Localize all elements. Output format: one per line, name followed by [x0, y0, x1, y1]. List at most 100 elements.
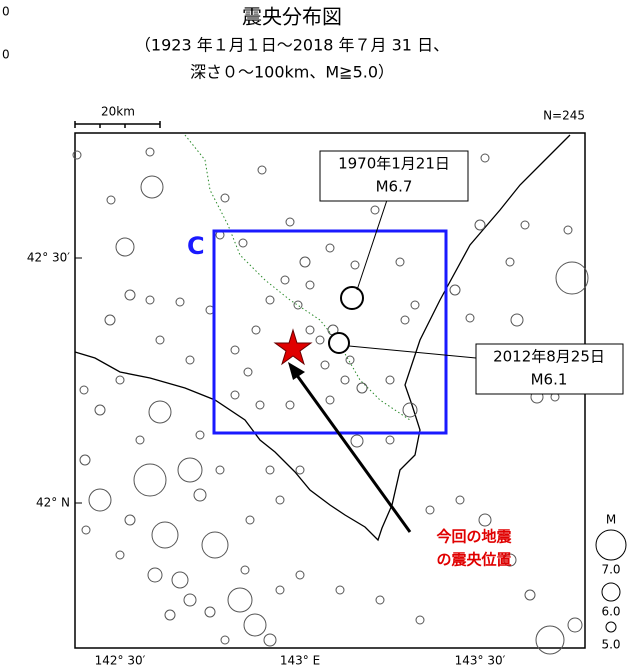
epicenter	[305, 280, 315, 290]
legend-label: 6.0	[601, 605, 620, 619]
epicenter	[220, 635, 230, 645]
epicenter	[220, 193, 230, 203]
epicenter	[555, 261, 589, 295]
epicenter	[415, 615, 425, 625]
epicenter	[104, 314, 116, 326]
epicenter	[79, 454, 91, 466]
lon-label: 143° E	[280, 654, 320, 668]
epicenter	[320, 360, 330, 370]
annotation-text: M6.7	[376, 178, 413, 196]
epicenter	[245, 515, 255, 525]
region-box	[212, 229, 448, 435]
epicenter	[133, 463, 167, 497]
epicenter	[155, 335, 165, 345]
epicenter	[201, 531, 229, 559]
epicenter	[251, 325, 261, 335]
epicenter	[171, 571, 189, 589]
legend-label: 5.0	[601, 638, 620, 652]
epicenter	[385, 375, 395, 385]
epicenter	[243, 367, 253, 377]
current-label: の震央位置	[436, 551, 511, 569]
epicenter	[350, 434, 364, 448]
epicenter	[147, 567, 163, 583]
epicenter	[425, 505, 435, 515]
epicenter	[238, 238, 248, 248]
epicenter	[230, 345, 240, 355]
epicenter	[151, 521, 179, 549]
epicenter	[503, 553, 517, 567]
epicenter	[474, 219, 486, 231]
annotation-text: 1970年1月21日	[338, 155, 450, 173]
epicenter	[164, 609, 176, 621]
epicenter	[345, 355, 355, 365]
region-label: C	[187, 232, 205, 260]
epicenter	[195, 430, 205, 440]
current-label: 今回の地震	[436, 528, 512, 546]
epicenter	[535, 625, 565, 655]
arrow-line	[294, 373, 412, 533]
epicenter	[193, 488, 207, 502]
epicenter	[257, 165, 267, 175]
epicenter	[325, 243, 335, 253]
lon-label: 142° 30′	[95, 654, 146, 668]
annotation-text: M6.1	[531, 371, 568, 389]
annotation-box	[319, 150, 469, 202]
lon-label: 143° 30′	[455, 654, 506, 668]
epicenter	[275, 585, 285, 595]
epicenter	[305, 325, 315, 335]
epicenter	[370, 205, 380, 215]
epicenter	[375, 595, 385, 605]
epicenter	[410, 300, 420, 310]
epicenter	[395, 257, 405, 267]
scale-bar	[74, 121, 161, 128]
epicenter	[140, 175, 164, 199]
leader-line	[348, 345, 477, 359]
epicenter	[520, 220, 530, 230]
epicenter	[243, 613, 267, 637]
epicenter	[356, 382, 368, 394]
epicenter	[510, 313, 524, 327]
epicenter	[285, 400, 295, 410]
legend-circle	[605, 621, 617, 633]
epicenter	[265, 295, 275, 305]
epicenter	[465, 313, 475, 323]
subtitle: 深さ０～100km、M≧5.0）	[190, 63, 394, 82]
epicenter	[185, 355, 195, 365]
cropped-label: 0	[2, 5, 10, 19]
epicenter	[115, 237, 135, 257]
epicenter	[280, 275, 290, 285]
boundary	[184, 134, 411, 421]
legend-title: M	[606, 513, 616, 527]
current-epicenter	[273, 328, 313, 366]
arrow-head	[288, 362, 305, 380]
epicenter	[227, 587, 253, 613]
cropped-label: 0	[2, 48, 10, 62]
epicenter-1970	[340, 286, 364, 310]
epicenter	[88, 488, 112, 512]
epicenter	[335, 585, 345, 595]
epicenter	[81, 525, 91, 535]
epicenter	[135, 435, 145, 445]
epicenter	[402, 402, 418, 418]
title: 震央分布図	[242, 5, 342, 29]
annotation-text: 2012年8月25日	[493, 348, 605, 366]
epicenter	[124, 514, 136, 526]
legend-circle	[595, 529, 627, 561]
legend-circle	[601, 582, 621, 602]
epicenter	[124, 289, 136, 301]
leader-line	[356, 199, 388, 291]
epicenters	[72, 147, 589, 655]
epicenter	[79, 385, 89, 395]
epicenter	[478, 513, 492, 527]
epicenter	[385, 435, 395, 445]
epicenter	[204, 606, 216, 618]
epicenter	[325, 395, 335, 405]
epicenter	[263, 633, 277, 647]
legend-label: 7.0	[601, 563, 620, 577]
epicenter	[240, 565, 250, 575]
epicenter	[255, 400, 265, 410]
subtitle: （1923 年１月１日～2018 年７月 31 日、	[135, 36, 449, 55]
annotation-box	[475, 343, 624, 395]
epicenter	[177, 457, 203, 483]
